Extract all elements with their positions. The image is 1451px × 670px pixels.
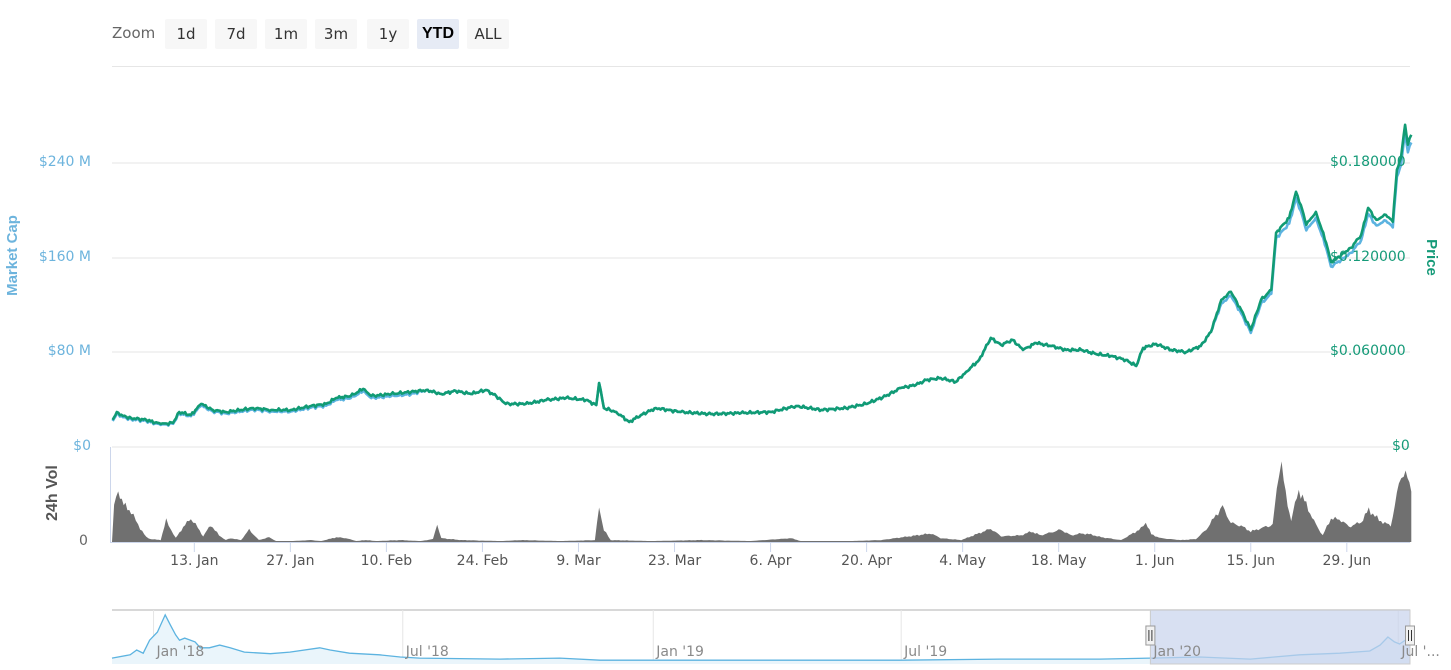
range-button-all[interactable]: ALL bbox=[467, 19, 509, 49]
left-axis-tick: $0 bbox=[73, 438, 91, 454]
handle-body bbox=[1145, 625, 1156, 646]
market-cap-line bbox=[111, 131, 1413, 427]
price-line bbox=[111, 123, 1413, 427]
range-button-1m[interactable]: 1m bbox=[265, 19, 307, 49]
left-axis-tick: $80 M bbox=[47, 343, 91, 359]
x-axis-label: 1. Jun bbox=[1134, 553, 1175, 569]
range-button-ytd[interactable]: YTD bbox=[417, 19, 459, 49]
x-axis-label: 10. Feb bbox=[360, 553, 413, 569]
navigator-selection[interactable] bbox=[1149, 609, 1411, 665]
price-marketcap-series bbox=[111, 123, 1413, 427]
left-axis-title: Market Cap bbox=[3, 215, 21, 296]
x-axis-label: 20. Apr bbox=[841, 553, 893, 569]
toolbar-divider bbox=[112, 66, 1410, 67]
x-axis-label: 6. Apr bbox=[749, 553, 792, 569]
range-button-1d[interactable]: 1d bbox=[165, 19, 207, 49]
navigator-axis-label: Jul '19 bbox=[904, 644, 948, 660]
x-axis-label: 4. May bbox=[939, 553, 987, 569]
volume-axis-title: 24h Vol bbox=[43, 465, 61, 521]
right-axis-tick: $0.180000 bbox=[1330, 154, 1406, 170]
x-axis-label: 23. Mar bbox=[647, 553, 702, 569]
navigator-axis-label: Jan '20 bbox=[1153, 644, 1202, 660]
x-axis-label: 18. May bbox=[1030, 553, 1087, 569]
right-axis-tick: $0.120000 bbox=[1330, 249, 1406, 265]
x-axis-label: 27. Jan bbox=[266, 553, 315, 569]
range-button-7d[interactable]: 7d bbox=[215, 19, 257, 49]
x-axis-label: 15. Jun bbox=[1226, 553, 1276, 569]
axes-lines bbox=[110, 447, 1410, 552]
volume-axis-tick: 0 bbox=[79, 533, 88, 549]
navigator-handle-left[interactable] bbox=[1145, 625, 1156, 646]
x-axis-label: 24. Feb bbox=[456, 553, 509, 569]
gridlines bbox=[112, 162, 1410, 448]
x-axis-label: 29. Jun bbox=[1322, 553, 1372, 569]
left-axis-tick: $240 M bbox=[38, 154, 91, 170]
volume-series bbox=[112, 461, 1412, 542]
right-axis-title: Price bbox=[1422, 239, 1440, 276]
left-axis-tick: $160 M bbox=[38, 249, 91, 265]
navigator-axis-label: Jul '18 bbox=[405, 644, 449, 660]
x-axis-label: 13. Jan bbox=[170, 553, 219, 569]
x-axis-label: 9. Mar bbox=[556, 553, 601, 569]
navigator-handle-right[interactable] bbox=[1405, 625, 1415, 646]
range-button-1y[interactable]: 1y bbox=[367, 19, 409, 49]
zoom-label: Zoom bbox=[112, 24, 156, 42]
navigator-axis-label: Jul '... bbox=[1401, 644, 1440, 660]
range-button-3m[interactable]: 3m bbox=[315, 19, 357, 49]
right-axis-tick: $0.060000 bbox=[1330, 343, 1406, 359]
right-axis-tick: $0 bbox=[1392, 438, 1410, 454]
handle-body bbox=[1405, 625, 1415, 646]
volume-area bbox=[112, 461, 1412, 542]
navigator bbox=[111, 609, 1415, 665]
navigator-axis-label: Jan '18 bbox=[156, 644, 205, 660]
navigator-axis-label: Jan '19 bbox=[656, 644, 704, 660]
